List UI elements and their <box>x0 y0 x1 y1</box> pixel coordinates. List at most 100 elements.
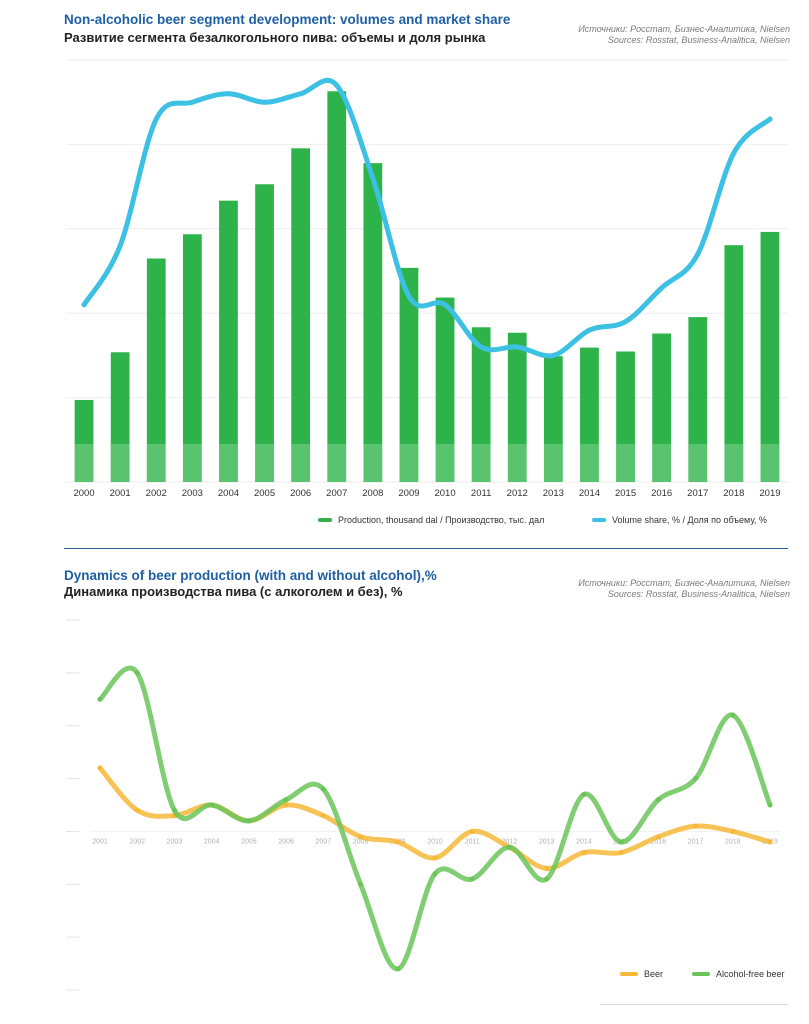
legend-swatch-share <box>592 518 606 522</box>
chart2-alcohol-free-point <box>581 791 587 797</box>
chart2-x-tick-label: 2007 <box>316 838 332 845</box>
chart1-bar <box>435 297 455 482</box>
chart1-plot: 2000 2001 2002 2003 2004 2005 2006 2007 2008 2009… <box>66 59 788 499</box>
chart1-share-point <box>659 285 665 291</box>
chart1-x-tick-label: 2019 <box>759 488 780 499</box>
chart2-x-tick-label: 2004 <box>204 838 220 845</box>
chart2-beer-point <box>655 834 661 840</box>
legend-swatch-production <box>318 518 332 522</box>
chart2-alcohol-free-point <box>134 670 140 676</box>
chart1-bar <box>724 245 744 482</box>
chart1-share-point <box>225 91 231 97</box>
chart2-beer-point <box>469 828 475 834</box>
chart1-legend-production: Production, thousand dal / Производство,… <box>318 515 544 525</box>
chart1-sources: Источники: Росстат, Бизнес-Аналитика, Ni… <box>560 24 790 46</box>
chart1-bar <box>399 267 419 482</box>
chart2-alcohol-free-point <box>246 818 252 824</box>
chart1-share-points <box>81 82 773 358</box>
chart2-alcohol-free-point <box>506 844 512 850</box>
chart2-alcohol-free-point <box>283 797 289 803</box>
legend-swatch-beer <box>620 972 638 976</box>
chart1-x-tick-label: 2006 <box>290 488 311 499</box>
chart2-legend-rule <box>600 1004 788 1005</box>
chart2-x-tick-label: 2010 <box>427 838 443 845</box>
chart1-x-tick-label: 2009 <box>398 488 419 499</box>
chart1-share-point <box>298 91 304 97</box>
chart1-legend-share: Volume share, % / Доля по объему, % <box>592 515 767 525</box>
chart1-share-point <box>586 327 592 333</box>
chart-panel-volumes: Non-alcoholic beer segment development: … <box>64 12 790 525</box>
legend-swatch-alcohol-free <box>692 972 710 976</box>
chart2-beer-line <box>97 765 773 871</box>
chart2-beer-point <box>544 865 550 871</box>
chart1-share-point <box>514 344 520 350</box>
chart2-x-tick-label: 2017 <box>688 838 704 845</box>
chart1-x-tick-label: 2016 <box>651 488 672 499</box>
chart2-alcohol-free-point <box>655 797 661 803</box>
chart2-source-ru: Источники: Росстат, Бизнес-Аналитика, Ni… <box>578 578 790 588</box>
chart1-bar-base <box>146 444 166 482</box>
chart1-bar <box>255 184 274 482</box>
chart1-bar-base <box>327 444 347 482</box>
chart1-share-point <box>478 344 484 350</box>
chart2-x-tick-label: 2006 <box>278 838 294 845</box>
chart2-beer-point <box>730 828 736 834</box>
chart1-x-tick-label: 2007 <box>326 488 347 499</box>
chart2-x-tick-label: 2016 <box>651 838 667 845</box>
chart1-bar <box>327 91 347 482</box>
legend-label-beer: Beer <box>644 969 664 979</box>
chart1-bar-base <box>110 444 130 482</box>
chart1-x-tick-label: 2008 <box>362 488 383 499</box>
chart1-bar-base <box>363 444 383 482</box>
chart1-bar-base <box>182 444 202 482</box>
chart2-x-tick-label: 2012 <box>502 838 518 845</box>
chart1-bar <box>688 317 708 482</box>
chart2-beer-point <box>432 855 438 861</box>
chart1-subtitle: Развитие сегмента безалкогольного пива: … <box>64 30 486 45</box>
chart2-alcohol-free-point <box>767 802 773 808</box>
legend-label-alcohol-free: Alcohol-free beer <box>716 969 785 979</box>
chart1-bar <box>471 327 491 482</box>
chart2-alcohol-free-point <box>358 881 364 887</box>
chart2-source-en: Sources: Rosstat, Business-Analitica, Ni… <box>607 589 790 599</box>
chart1-x-tick-label: 2013 <box>543 488 564 499</box>
chart1-bar-base <box>507 444 527 482</box>
chart1-share-point <box>189 99 195 105</box>
chart1-bar-base <box>688 444 708 482</box>
chart1-share-point <box>623 319 629 325</box>
chart2-subtitle: Динамика производства пива (с алкоголем … <box>64 584 403 599</box>
chart2-x-tick-label: 2002 <box>129 838 145 845</box>
chart2-alcohol-free-point <box>469 876 475 882</box>
chart1-share-point <box>334 82 340 88</box>
chart1-gridlines <box>66 59 788 483</box>
chart1-x-tick-label: 2002 <box>146 488 167 499</box>
chart2-legend-alcohol-free: Alcohol-free beer <box>692 969 785 979</box>
chart2-beer-point <box>134 807 140 813</box>
chart1-source-ru: Источники: Росстат, Бизнес-Аналитика, Ni… <box>578 24 790 34</box>
chart2-legend-beer: Beer <box>620 969 663 979</box>
chart1-x-tick-label: 2015 <box>615 488 636 499</box>
chart2-title: Dynamics of beer production (with and wi… <box>64 568 437 583</box>
chart1-bar <box>760 231 780 482</box>
chart1-x-ticks: 2000 2001 2002 2003 2004 2005 2006 2007 2008 2009… <box>73 488 780 499</box>
chart1-source-en: Sources: Rosstat, Business-Analitica, Ni… <box>607 35 790 45</box>
chart1-bar-base <box>580 444 599 482</box>
chart1-share-point <box>731 150 737 156</box>
chart2-alcohol-free-point <box>432 871 438 877</box>
chart1-share-point <box>695 251 701 257</box>
chart2-alcohol-free-point <box>171 807 177 813</box>
chart1-bar-base <box>255 444 274 482</box>
chart2-y-ticks <box>66 619 80 991</box>
chart2-x-ticks: 2001200220032004200520062007200820092010… <box>92 838 778 845</box>
chart2-alcohol-free-point <box>730 712 736 718</box>
chart2-x-tick-label: 2018 <box>725 838 741 845</box>
chart2-sources: Источники: Росстат, Бизнес-Аналитика, Ni… <box>560 578 790 600</box>
chart1-share-point <box>370 175 376 181</box>
chart1-share-point <box>81 302 87 308</box>
chart2-plot: 2001200220032004200520062007200820092010… <box>66 619 780 991</box>
chart2-alcohol-free-point <box>209 802 215 808</box>
chart1-x-tick-label: 2012 <box>507 488 528 499</box>
chart1-share-point <box>406 293 412 299</box>
chart2-alcohol-free-point <box>97 696 103 702</box>
chart1-share-point <box>117 243 123 249</box>
